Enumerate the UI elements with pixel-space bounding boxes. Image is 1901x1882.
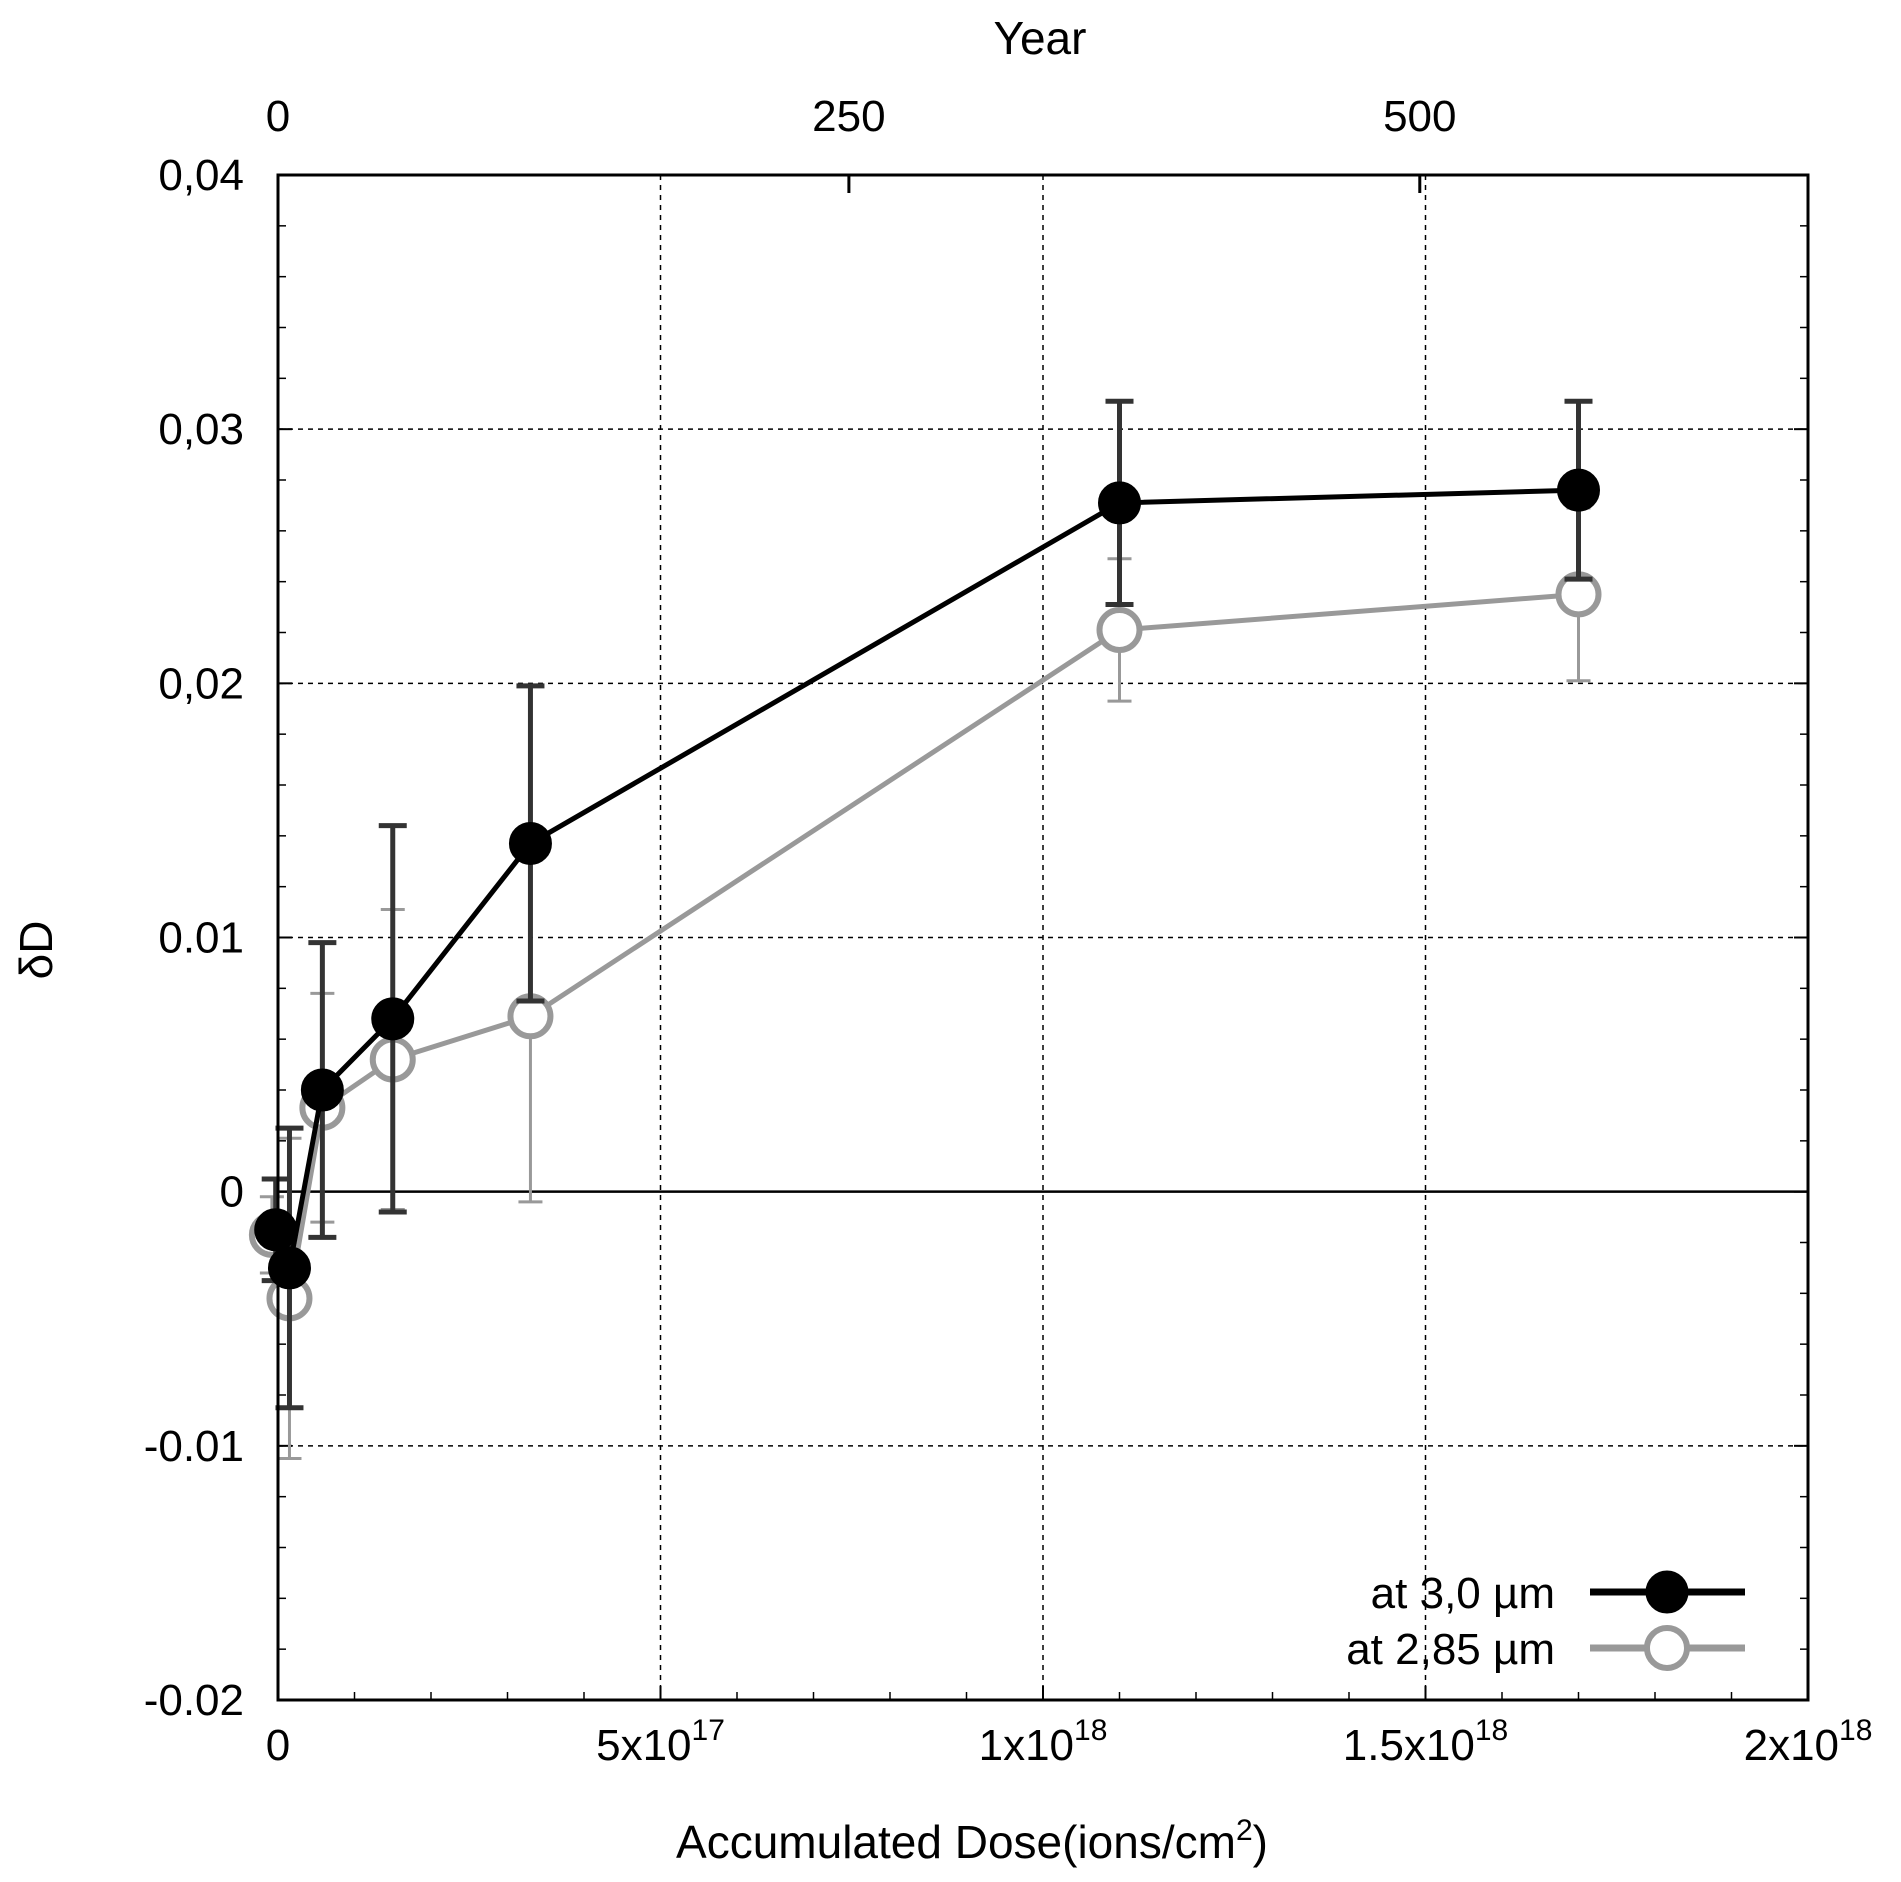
series-line [273,487,1579,1271]
series-2 [248,506,1602,1461]
x2-tick-label: 250 [812,92,885,141]
data-point [300,1068,344,1112]
legend: at 3,0 µm at 2,85 µm [1346,1569,1745,1674]
data-point [267,1246,311,1290]
top-axis-title: Year [994,12,1087,64]
x-tick-label: 1.5x1018 [1343,1714,1508,1770]
x-tick-label: 5x1017 [596,1714,725,1770]
series-layer [248,398,1602,1461]
data-point [1096,606,1143,653]
data-point [1557,468,1600,512]
y-tick-label: 0 [220,1168,244,1217]
legend-marker-series-2 [1644,1625,1690,1671]
legend-marker-series-1 [1645,1570,1689,1614]
x-axis-title: Accumulated Dose(ions/cm2) [676,1814,1268,1868]
data-point [371,997,415,1041]
y-tick-label: 0,02 [158,659,244,708]
data-point [508,821,552,865]
series-1 [254,398,1600,1411]
plot-frame [276,173,1810,1702]
x2-tick-label: 500 [1383,92,1456,141]
y-tick-label: -0.01 [144,1422,244,1471]
data-point [1098,481,1141,525]
data-point [254,1208,298,1252]
grid-layer [278,175,1808,1700]
y-tick-label: 0,03 [158,405,244,454]
legend-label-series-1: at 3,0 µm [1371,1569,1555,1618]
legend-label-series-2: at 2,85 µm [1346,1625,1555,1674]
y-tick-label: 0.01 [158,914,244,963]
labels-layer: -0.02 -0.01 0 0.01 0,02 0,03 0,04 0 5x1017 1x1018… [144,92,1873,1770]
y-tick-label: -0.02 [144,1676,244,1725]
x-tick-label: 2x1018 [1744,1714,1873,1770]
x-tick-label: 1x1018 [979,1714,1108,1770]
x2-tick-label: 0 [266,92,290,141]
x-tick-label: 0 [266,1721,290,1770]
y-tick-label: 0,04 [158,151,244,200]
y-axis-title: δD [10,921,62,980]
